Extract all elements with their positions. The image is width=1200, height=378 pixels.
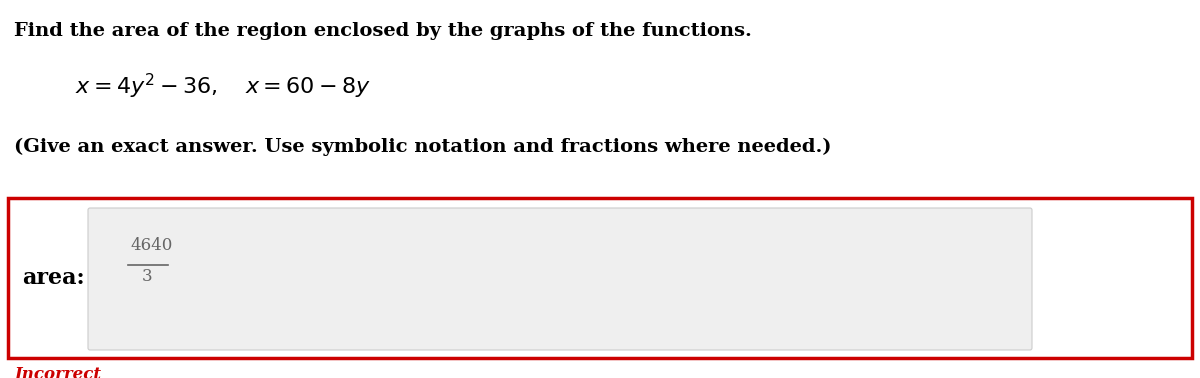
FancyBboxPatch shape [88,208,1032,350]
Text: 3: 3 [142,268,152,285]
FancyBboxPatch shape [8,198,1192,358]
Text: (Give an exact answer. Use symbolic notation and fractions where needed.): (Give an exact answer. Use symbolic nota… [14,138,832,156]
Text: $x = 4y^2 - 36,$   $x = 60 - 8y$: $x = 4y^2 - 36,$ $x = 60 - 8y$ [74,72,371,101]
Text: Find the area of the region enclosed by the graphs of the functions.: Find the area of the region enclosed by … [14,22,752,40]
Text: Incorrect: Incorrect [14,366,101,378]
Text: area:: area: [22,267,85,289]
Text: 4640: 4640 [130,237,173,254]
